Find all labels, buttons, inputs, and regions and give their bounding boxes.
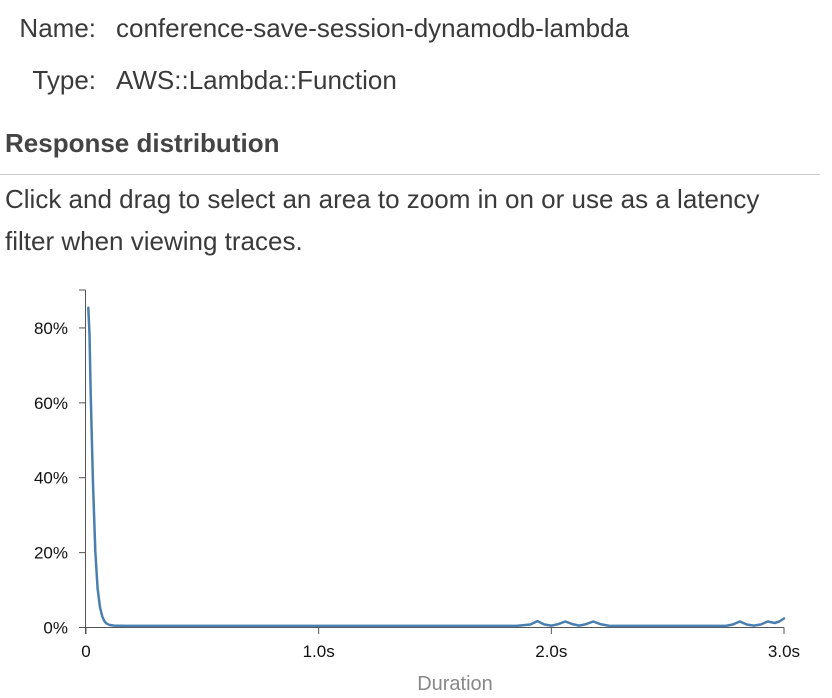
name-value: conference-save-session-dynamodb-lambda — [116, 13, 630, 43]
type-label: Type: — [32, 65, 96, 95]
y-tick-label: 20% — [34, 544, 68, 563]
x-tick-label: 0 — [81, 642, 90, 661]
y-tick-label: 60% — [34, 394, 68, 413]
name-label: Name: — [19, 13, 96, 43]
y-tick-label: 40% — [34, 469, 68, 488]
distribution-line — [87, 306, 786, 628]
type-value: AWS::Lambda::Function — [116, 65, 397, 95]
y-tick-label: 0% — [43, 619, 68, 638]
x-tick-label: 2.0s — [535, 642, 567, 661]
x-axis-title: Duration — [417, 673, 493, 695]
zoom-help-text: Click and drag to select an area to zoom… — [5, 184, 760, 256]
chart-ticks: 0% 20% 40% 60% 80% 0 1.0s 2.0s 3.0s — [34, 319, 800, 661]
type-row: Type: AWS::Lambda::Function — [0, 65, 397, 95]
y-tick-label: 80% — [34, 319, 68, 338]
x-tick-label: 1.0s — [303, 642, 335, 661]
section-divider — [0, 174, 820, 175]
x-tick-label: 3.0s — [768, 642, 800, 661]
name-row: Name: conference-save-session-dynamodb-la… — [0, 13, 629, 43]
chart-axes — [79, 289, 785, 634]
response-distribution-heading: Response distribution — [5, 128, 280, 158]
